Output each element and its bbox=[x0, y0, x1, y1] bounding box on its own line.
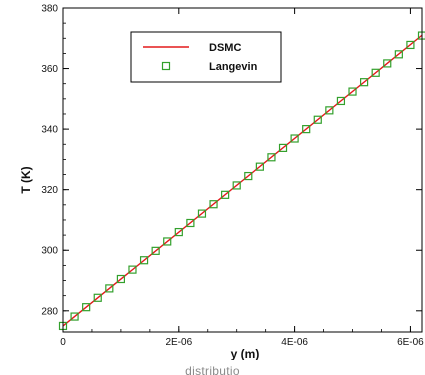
legend-swatch-marker bbox=[161, 61, 171, 71]
data-point bbox=[174, 227, 183, 237]
x-tick-label: 2E-06 bbox=[165, 337, 192, 348]
data-point bbox=[302, 125, 311, 134]
legend-box bbox=[130, 31, 282, 83]
data-point bbox=[186, 218, 195, 228]
data-point bbox=[406, 40, 415, 50]
data-point bbox=[290, 134, 299, 143]
data-point bbox=[197, 209, 207, 218]
plot-frame bbox=[62, 7, 423, 333]
data-point bbox=[70, 312, 79, 321]
data-point bbox=[394, 50, 403, 59]
data-point bbox=[139, 256, 149, 265]
figure-caption: distributio bbox=[185, 364, 240, 375]
data-point bbox=[93, 293, 102, 302]
data-point bbox=[244, 171, 253, 181]
x-tick-label: 6E-06 bbox=[397, 337, 424, 348]
data-point bbox=[128, 265, 137, 274]
y-tick-label: 320 bbox=[41, 185, 58, 196]
legend-label: Langevin bbox=[209, 61, 258, 73]
x-axis-label: y (m) bbox=[231, 347, 260, 360]
data-point bbox=[116, 274, 126, 284]
y-tick-label: 300 bbox=[41, 246, 58, 257]
x-tick-label: 4E-06 bbox=[281, 337, 308, 348]
data-point bbox=[383, 59, 392, 68]
y-tick-label: 380 bbox=[41, 4, 58, 15]
data-point bbox=[267, 153, 276, 162]
data-point bbox=[313, 115, 322, 124]
data-point bbox=[209, 200, 218, 209]
data-point bbox=[371, 68, 380, 77]
y-axis-label: T (K) bbox=[19, 166, 33, 193]
data-point bbox=[232, 181, 241, 190]
data-point bbox=[278, 143, 288, 152]
data-point bbox=[221, 190, 230, 199]
data-point bbox=[359, 78, 369, 87]
data-point bbox=[348, 87, 357, 96]
data-point bbox=[255, 162, 264, 171]
data-point bbox=[105, 284, 114, 293]
data-point bbox=[151, 246, 160, 255]
series-line-dsmc bbox=[62, 34, 423, 327]
temperature-profile-chart: 0 2E-06 4E-06 6E-06 280 300 320 340 360 380 DSMC L… bbox=[19, 4, 425, 361]
y-tick-label: 340 bbox=[41, 125, 58, 136]
data-point bbox=[163, 237, 172, 246]
x-tick-label: 0 bbox=[60, 337, 66, 348]
data-point bbox=[82, 303, 91, 312]
data-point bbox=[325, 106, 334, 115]
y-tick-label: 360 bbox=[41, 64, 58, 75]
legend: DSMC Langevin bbox=[130, 31, 282, 83]
legend-label: DSMC bbox=[209, 42, 241, 54]
data-point bbox=[336, 96, 346, 106]
axes-layer: 0 2E-06 4E-06 6E-06 280 300 320 340 360 380 bbox=[41, 4, 424, 349]
y-tick-label: 280 bbox=[41, 306, 58, 317]
